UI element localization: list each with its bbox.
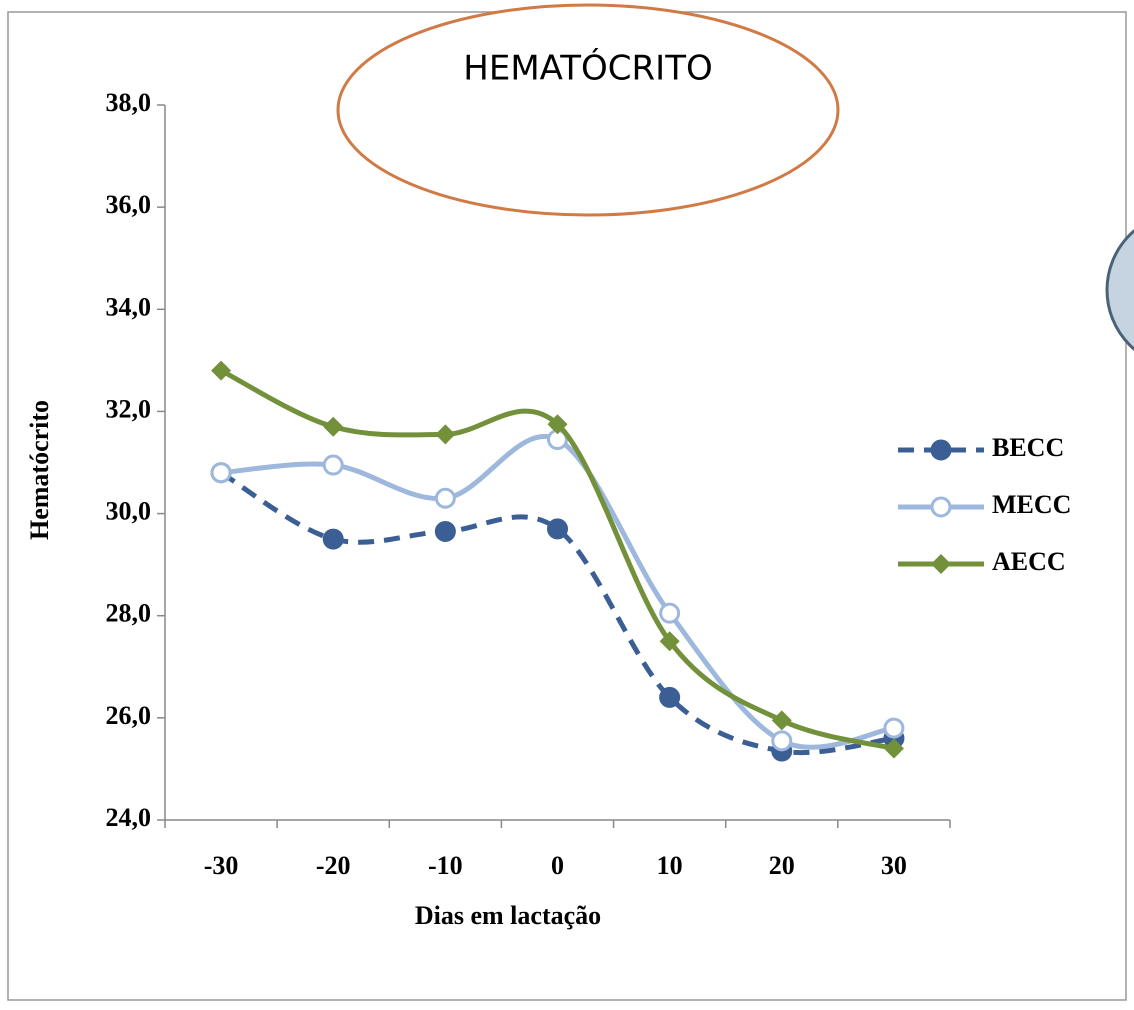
x-tick-label: 10 xyxy=(657,851,683,880)
x-tick-label: 0 xyxy=(551,851,564,880)
y-tick-label: 36,0 xyxy=(106,190,152,219)
title-bubble xyxy=(336,3,840,217)
legend-label: BECC xyxy=(992,433,1064,462)
y-tick-label: 34,0 xyxy=(106,292,152,321)
chart-title: HEMATÓCRITO xyxy=(463,48,712,89)
legend-label: MECC xyxy=(992,490,1071,519)
data-point xyxy=(883,738,904,759)
y-tick-label: 38,0 xyxy=(106,88,152,117)
x-tick-label: -20 xyxy=(316,851,351,880)
data-point xyxy=(547,414,568,435)
data-point xyxy=(883,717,905,739)
legend-label: AECC xyxy=(992,547,1066,576)
x-tick-label: 30 xyxy=(881,851,907,880)
data-point xyxy=(547,518,568,540)
data-point xyxy=(771,710,792,731)
y-tick-label: 28,0 xyxy=(106,599,152,628)
y-axis-label: Hematócrito xyxy=(25,400,54,540)
legend-marker xyxy=(930,496,952,518)
data-point xyxy=(435,424,456,445)
plot: 24,0 26,0 28,0 30,0 32,0 34,0 36,0 38,0 -30 -20 -1… xyxy=(106,88,1072,880)
x-tick-label: -30 xyxy=(204,851,239,880)
x-axis-label: Dias em lactação xyxy=(415,901,601,930)
y-tick-label: 26,0 xyxy=(106,701,152,730)
data-point xyxy=(210,462,232,484)
data-point xyxy=(659,631,680,652)
data-point xyxy=(659,686,681,708)
data-point xyxy=(322,528,344,550)
data-point xyxy=(434,520,456,542)
y-tick-label: 24,0 xyxy=(106,803,152,832)
data-point xyxy=(211,360,232,381)
side-circle xyxy=(1105,229,1134,351)
data-point xyxy=(771,730,793,752)
x-tick-label: -10 xyxy=(428,851,463,880)
data-point xyxy=(434,487,456,509)
legend-marker xyxy=(930,439,952,461)
data-point xyxy=(322,454,344,476)
data-point xyxy=(323,416,344,437)
y-tick-label: 30,0 xyxy=(106,497,152,526)
legend-marker xyxy=(931,554,951,574)
x-tick-label: 20 xyxy=(769,851,795,880)
y-tick-label: 32,0 xyxy=(106,394,152,423)
data-point xyxy=(659,602,681,624)
